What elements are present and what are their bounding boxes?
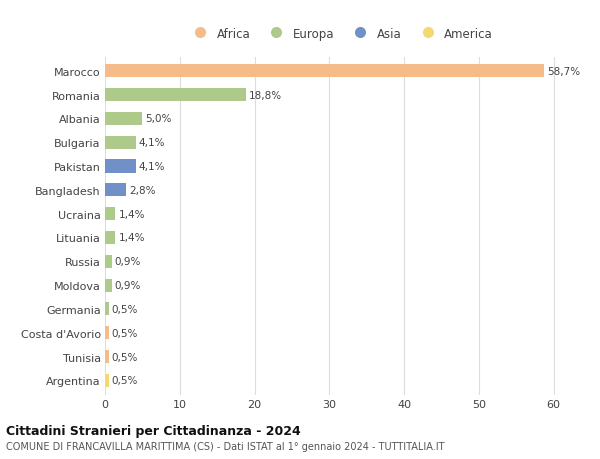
- Text: 1,4%: 1,4%: [118, 233, 145, 243]
- Bar: [105, 302, 109, 316]
- Bar: [105, 350, 109, 363]
- Text: 4,1%: 4,1%: [139, 138, 165, 148]
- Text: 0,9%: 0,9%: [115, 257, 141, 267]
- Text: 0,5%: 0,5%: [112, 375, 138, 386]
- Bar: [105, 112, 142, 126]
- Text: 1,4%: 1,4%: [118, 209, 145, 219]
- Bar: [105, 231, 115, 245]
- Text: 18,8%: 18,8%: [248, 90, 281, 101]
- Text: 2,8%: 2,8%: [129, 185, 155, 196]
- Text: 0,5%: 0,5%: [112, 304, 138, 314]
- Text: Cittadini Stranieri per Cittadinanza - 2024: Cittadini Stranieri per Cittadinanza - 2…: [6, 424, 301, 437]
- Bar: [105, 255, 112, 268]
- Bar: [105, 136, 136, 150]
- Bar: [105, 184, 126, 197]
- Text: COMUNE DI FRANCAVILLA MARITTIMA (CS) - Dati ISTAT al 1° gennaio 2024 - TUTTITALI: COMUNE DI FRANCAVILLA MARITTIMA (CS) - D…: [6, 441, 445, 451]
- Legend: Africa, Europa, Asia, America: Africa, Europa, Asia, America: [184, 23, 497, 45]
- Bar: [105, 374, 109, 387]
- Bar: [105, 207, 115, 221]
- Text: 0,5%: 0,5%: [112, 352, 138, 362]
- Bar: [105, 279, 112, 292]
- Text: 0,5%: 0,5%: [112, 328, 138, 338]
- Text: 5,0%: 5,0%: [145, 114, 172, 124]
- Bar: [105, 326, 109, 340]
- Bar: [105, 89, 245, 102]
- Bar: [105, 65, 544, 78]
- Text: 58,7%: 58,7%: [547, 67, 580, 77]
- Text: 4,1%: 4,1%: [139, 162, 165, 172]
- Bar: [105, 160, 136, 173]
- Text: 0,9%: 0,9%: [115, 280, 141, 291]
